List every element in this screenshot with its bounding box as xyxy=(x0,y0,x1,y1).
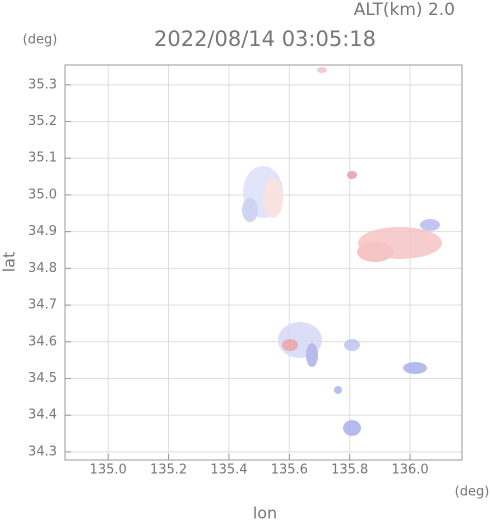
x-tick-label: 135.8 xyxy=(331,463,368,478)
y-tick-label: 34.8 xyxy=(28,261,57,276)
echo xyxy=(282,339,298,351)
y-tick-label: 34.6 xyxy=(28,334,57,349)
x-tick-label: 135.2 xyxy=(150,463,187,478)
subtitle: ALT(km) 2.0 xyxy=(354,0,455,20)
x-axis-label: lon xyxy=(253,504,277,521)
echo xyxy=(357,242,393,262)
x-tick-label: 135.4 xyxy=(210,463,247,478)
y-tick-label: 35.1 xyxy=(28,151,57,166)
x-tick-label: 135.0 xyxy=(90,463,127,478)
echo xyxy=(306,343,318,367)
x-tick-label: 136.0 xyxy=(391,463,428,478)
y-tick-label: 34.7 xyxy=(28,298,57,313)
echo xyxy=(343,420,361,436)
echo xyxy=(263,178,283,218)
y-tick-label: 34.4 xyxy=(28,408,57,423)
y-axis-label: lat xyxy=(0,252,19,273)
grid xyxy=(65,65,462,460)
y-unit: (deg) xyxy=(23,33,58,48)
radar-echoes xyxy=(242,67,442,436)
y-tick-label: 34.9 xyxy=(28,224,57,239)
echo xyxy=(403,362,427,374)
y-tick-label: 34.5 xyxy=(28,371,57,386)
x-tick-label: 135.6 xyxy=(271,463,308,478)
plot-frame xyxy=(64,64,463,461)
echo xyxy=(347,171,357,179)
echo xyxy=(334,386,342,394)
y-tick-label: 35.3 xyxy=(28,77,57,92)
echo xyxy=(420,219,440,231)
y-tick-label: 35.2 xyxy=(28,114,57,129)
x-unit: (deg) xyxy=(455,485,490,500)
y-tick-label: 35.0 xyxy=(28,187,57,202)
echo xyxy=(242,198,258,222)
echo xyxy=(344,339,360,351)
chart-title: 2022/08/14 03:05:18 xyxy=(154,27,376,51)
y-tick-label: 34.3 xyxy=(28,444,57,459)
echo xyxy=(317,67,327,73)
